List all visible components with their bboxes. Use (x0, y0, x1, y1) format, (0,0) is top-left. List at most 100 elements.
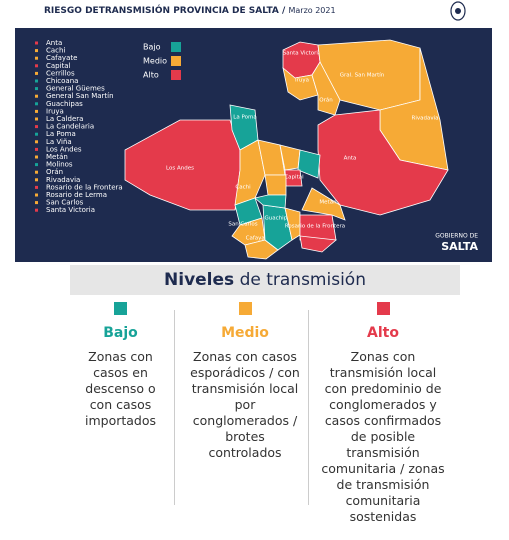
header-title: RIESGO DETRANSMISIÓN PROVINCIA DE SALTA (44, 6, 279, 16)
bullet (35, 163, 38, 167)
bullet (35, 155, 38, 159)
department-region (254, 194, 287, 209)
bullet (35, 132, 38, 136)
legend-label: Medio (143, 57, 167, 66)
bullet (35, 170, 38, 174)
level-description: Zonas con casos en descenso o con casos … (84, 349, 157, 428)
legend-swatch (171, 42, 181, 52)
map-label: La Poma (233, 115, 256, 121)
bullet (35, 64, 38, 68)
department-name: Capital (46, 62, 71, 70)
bullet (35, 71, 38, 75)
department-name: Guachipas (46, 100, 83, 108)
map-label: Rosario de la Frontera (285, 224, 345, 230)
map-label: Los Andes (166, 166, 194, 172)
bullet (35, 117, 38, 121)
bullet (35, 147, 38, 151)
logo-line: SALTA (441, 240, 478, 253)
map-label: San Carlos (228, 222, 257, 228)
department-region (299, 235, 337, 253)
bullet (35, 193, 38, 197)
department-name: La Candelaria (46, 123, 94, 131)
department-name: Cachi (46, 47, 65, 55)
map-label: Rivadavia (412, 116, 439, 122)
legend-label: Bajo (143, 43, 161, 52)
level-column: Alto Zonas con transmisión local con pred… (318, 302, 448, 525)
header-date: Marzo 2021 (288, 6, 336, 15)
bullet (35, 79, 38, 83)
bullet (35, 178, 38, 182)
department-name: San Carlos (46, 199, 84, 207)
level-description: Zonas con transmisión local con predomin… (321, 349, 445, 524)
header: RIESGO DETRANSMISIÓN PROVINCIA DE SALTA … (44, 6, 336, 16)
map-label: Gral. San Martín (340, 72, 385, 79)
map-label: Guachipas (265, 216, 294, 222)
department-name: La Viña (46, 138, 72, 146)
department-name: Molinos (46, 161, 73, 169)
title-bold: Niveles (164, 270, 235, 290)
title-rest: de transmisión (239, 270, 366, 290)
bullet (35, 185, 38, 189)
department-name: Anta (46, 39, 62, 47)
level-column: Medio Zonas con casos esporádicos / con t… (190, 302, 300, 461)
map-label: Iruya (295, 78, 309, 84)
bullet (35, 140, 38, 144)
department-name: Los Andes (46, 145, 82, 153)
bullet (35, 109, 38, 113)
department-name: Iruya (46, 107, 64, 115)
level-title: Bajo (103, 325, 138, 341)
bullet (35, 125, 38, 129)
department-region (244, 239, 279, 260)
level-column: Bajo Zonas con casos en descenso o con ca… (78, 302, 163, 429)
level-title: Medio (221, 325, 269, 341)
map-label: Metán (319, 199, 337, 206)
department-name: General Güemes (46, 85, 105, 93)
level-swatch (238, 302, 252, 315)
department-name: Santa Victoria (46, 206, 95, 214)
legend-swatch (171, 56, 181, 66)
bullet (35, 49, 38, 53)
bullet (35, 102, 38, 106)
department-name: Rosario de Lerma (46, 191, 107, 199)
department-name: La Poma (46, 130, 76, 138)
legend-label: Alto (143, 71, 159, 80)
map-label: Santa Victoria (283, 51, 322, 57)
level-swatch (376, 302, 390, 315)
separator: / (282, 6, 286, 16)
department-region (264, 174, 287, 196)
department-name: Rivadavia (46, 176, 80, 184)
map-label: Cachi (235, 185, 251, 191)
map-label: Cafayate (246, 236, 271, 242)
divider (174, 310, 175, 505)
department-name: Cerrillos (46, 69, 75, 77)
map-label: Anta (344, 156, 357, 162)
department-region (297, 149, 321, 179)
map-panel: AntaCachiCafayateCapitalCerrillosChicoan… (15, 28, 492, 262)
legend-swatch (171, 70, 181, 80)
department-region (317, 109, 449, 216)
department-name: La Caldera (46, 115, 83, 123)
department-name: Metán (46, 153, 68, 161)
level-swatch (114, 302, 127, 315)
bullet (35, 94, 38, 98)
department-name: Rosario de la Frontera (46, 183, 123, 191)
department-name: General San Martín (46, 92, 114, 100)
bullet (35, 41, 38, 45)
map-label: Orán (319, 97, 333, 104)
level-description: Zonas con casos esporádicos / con transm… (190, 349, 300, 460)
bullet (35, 87, 38, 91)
logo-line: GOBIERNO DE (435, 233, 478, 240)
department-region (301, 187, 346, 221)
seal (450, 1, 466, 21)
bullet (35, 201, 38, 205)
bullet (35, 56, 38, 60)
level-title: Alto (367, 325, 399, 341)
section-title: Niveles de transmisión (70, 265, 460, 295)
map-label: Capital (284, 175, 304, 181)
department-name: Orán (46, 168, 63, 176)
department-name: Chicoana (46, 77, 78, 85)
department-name: Cafayate (46, 54, 77, 62)
bullet (35, 208, 38, 212)
divider (308, 310, 309, 505)
